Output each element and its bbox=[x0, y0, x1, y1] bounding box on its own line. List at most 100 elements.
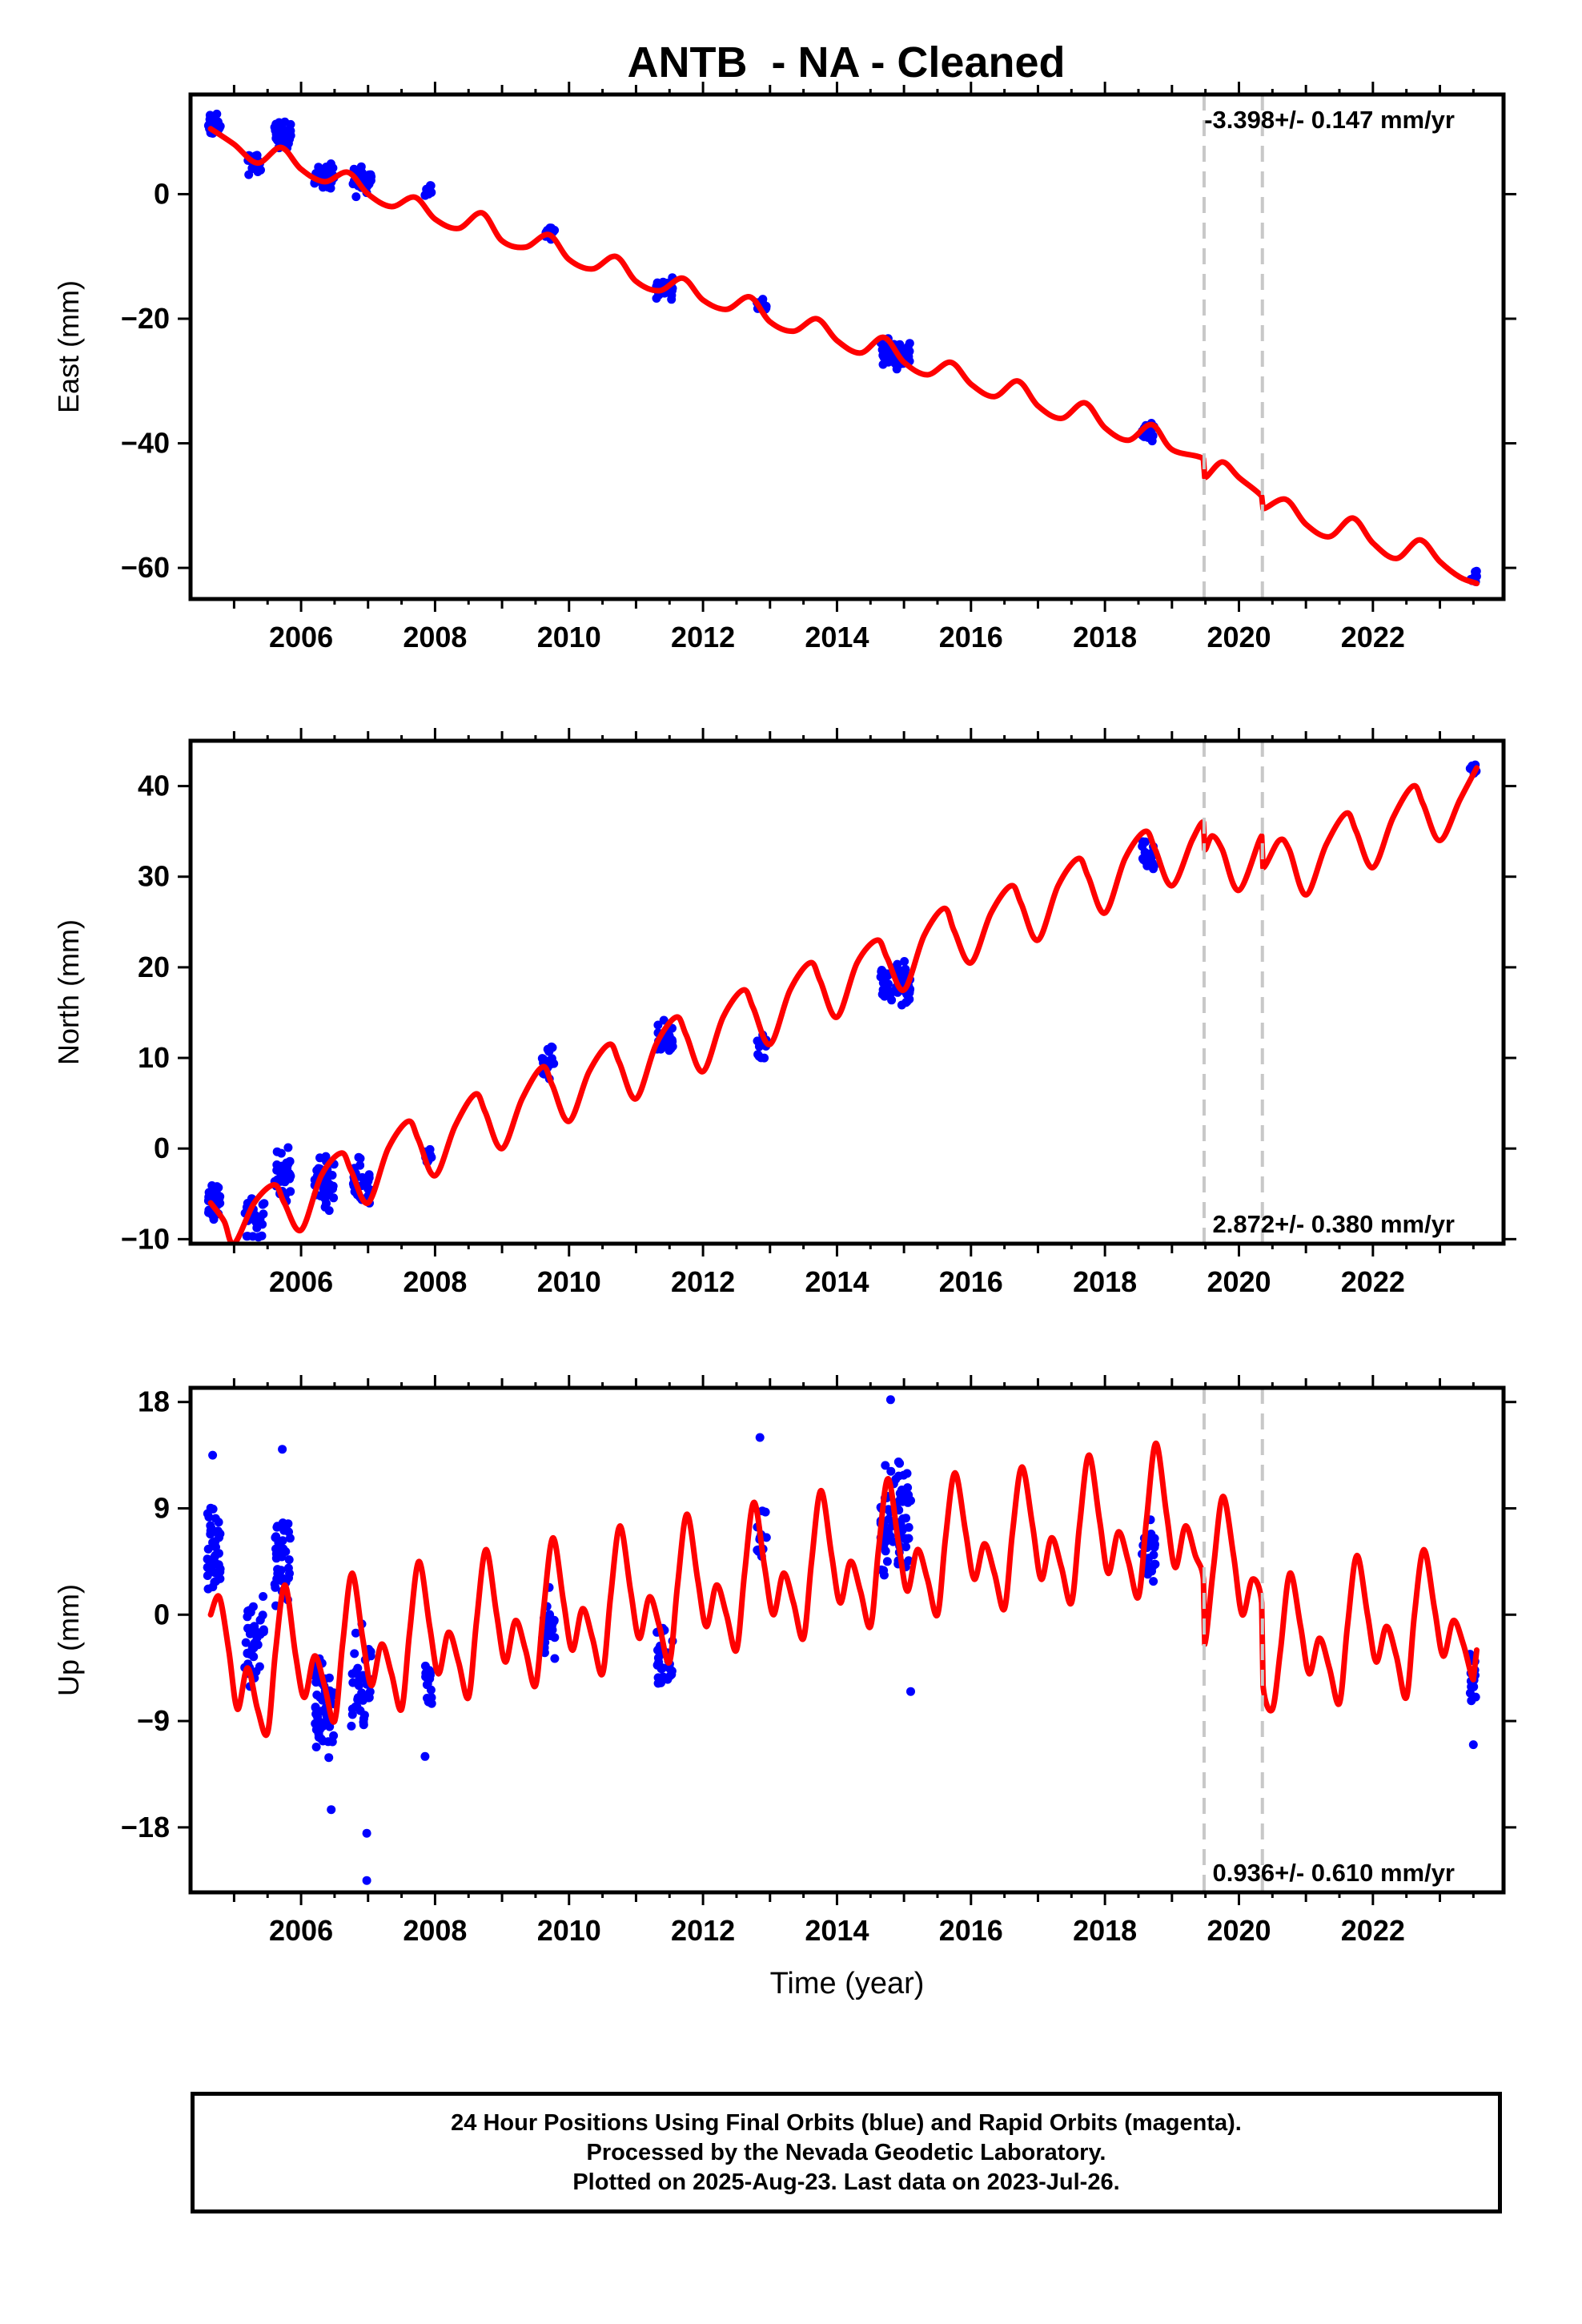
y-tick-label: 9 bbox=[154, 1491, 170, 1524]
x-ticks-east bbox=[232, 82, 1475, 612]
plot-area-north bbox=[203, 760, 1481, 1244]
x-tick-label: 2018 bbox=[1073, 1265, 1137, 1298]
x-tick-label: 2014 bbox=[805, 621, 869, 653]
data-point bbox=[327, 1737, 337, 1747]
data-point bbox=[904, 1522, 913, 1532]
data-point bbox=[209, 1215, 219, 1224]
data-point bbox=[1142, 429, 1152, 438]
data-point bbox=[241, 1638, 251, 1647]
panel-frame bbox=[188, 1385, 1506, 1895]
x-tick-label: 2014 bbox=[805, 1914, 869, 1947]
data-point bbox=[667, 291, 677, 300]
data-point bbox=[892, 364, 901, 374]
panel-frame bbox=[188, 738, 1506, 1246]
data-point bbox=[203, 1571, 212, 1580]
data-point bbox=[906, 1496, 915, 1506]
data-point-outlier bbox=[885, 1395, 895, 1405]
panel-north: 2006 2008 2010 2012 2014 2016 2018 2020 2022−100… bbox=[52, 728, 1516, 1298]
data-point bbox=[351, 1628, 360, 1638]
x-tick-label: 2018 bbox=[1073, 621, 1137, 653]
panel-up: 2006 2008 2010 2012 2014 2016 2018 2020 2022 −18 −… bbox=[52, 1375, 1516, 2000]
data-point bbox=[882, 1557, 892, 1566]
data-point bbox=[901, 998, 911, 1007]
data-point bbox=[355, 1160, 365, 1170]
x-tick-label: 2022 bbox=[1341, 1265, 1405, 1298]
y-tick-label: 30 bbox=[138, 860, 170, 893]
data-point bbox=[891, 1474, 901, 1484]
data-point bbox=[881, 352, 891, 361]
data-point bbox=[211, 1542, 220, 1552]
data-point bbox=[359, 175, 369, 185]
data-point bbox=[203, 1584, 213, 1594]
data-point bbox=[283, 1519, 293, 1529]
panel-east: 2006 2008 2010 2012 2014 2016 2018 2020 2022 −60 −… bbox=[52, 82, 1516, 653]
data-point bbox=[206, 1503, 215, 1513]
data-point bbox=[315, 1725, 325, 1735]
x-tick-label: 2006 bbox=[269, 1914, 333, 1947]
data-point bbox=[896, 1492, 905, 1502]
data-point bbox=[544, 1047, 554, 1056]
data-point bbox=[366, 1651, 375, 1661]
data-point-outlier bbox=[420, 1751, 430, 1761]
rate-label: 0.936+/- 0.610 mm/yr bbox=[1213, 1859, 1455, 1887]
rate-label: 2.872+/- 0.380 mm/yr bbox=[1213, 1210, 1455, 1238]
data-point bbox=[353, 1693, 363, 1703]
data-point bbox=[761, 1533, 771, 1542]
x-tick-label: 2018 bbox=[1073, 1914, 1137, 1947]
data-point bbox=[901, 1542, 911, 1552]
data-point bbox=[271, 134, 281, 143]
data-point bbox=[311, 1743, 321, 1751]
data-points-up bbox=[203, 1395, 1480, 1885]
footer-caption-box: 24 Hour Positions Using Final Orbits (bl… bbox=[191, 2092, 1502, 2213]
data-point bbox=[249, 1652, 259, 1662]
data-point bbox=[756, 1040, 765, 1050]
x-ticks-up bbox=[232, 1375, 1475, 1905]
data-point bbox=[249, 1643, 259, 1653]
data-point bbox=[903, 1483, 913, 1493]
data-point bbox=[900, 957, 909, 966]
data-point bbox=[893, 959, 902, 969]
data-point bbox=[315, 1153, 324, 1163]
y-tick-label: −40 bbox=[121, 427, 170, 460]
data-point bbox=[1138, 842, 1147, 851]
data-point bbox=[272, 1522, 282, 1532]
data-point bbox=[208, 1560, 218, 1570]
data-point bbox=[257, 1231, 267, 1240]
data-point bbox=[761, 1507, 770, 1517]
data-point bbox=[281, 1547, 291, 1556]
panels: 2006 2008 2010 2012 2014 2016 2018 2020 2022−60−… bbox=[52, 82, 1516, 2000]
data-point-outlier bbox=[327, 1805, 336, 1815]
data-point bbox=[244, 170, 254, 179]
data-point bbox=[323, 1182, 333, 1192]
data-point bbox=[207, 117, 216, 127]
data-point bbox=[316, 164, 325, 174]
data-point bbox=[903, 342, 913, 352]
data-point bbox=[1150, 861, 1158, 870]
data-point bbox=[272, 1147, 282, 1156]
y-tick-label: 0 bbox=[154, 1132, 170, 1164]
y-tick-label: 20 bbox=[138, 951, 170, 983]
data-point bbox=[280, 117, 290, 127]
data-point bbox=[215, 1574, 225, 1583]
data-point bbox=[550, 1654, 560, 1663]
data-point-outlier bbox=[208, 1450, 218, 1460]
y-tick-label: −20 bbox=[121, 302, 170, 335]
x-ticks-north bbox=[232, 728, 1475, 1256]
footer-line-orbits: 24 Hour Positions Using Final Orbits (bl… bbox=[451, 2109, 1242, 2136]
data-point bbox=[324, 1190, 334, 1200]
data-point bbox=[278, 1536, 287, 1546]
data-point bbox=[270, 123, 279, 132]
x-axis-label: Time (year) bbox=[770, 1967, 925, 2000]
data-point bbox=[311, 1703, 320, 1712]
y-tick-label: 0 bbox=[154, 1598, 170, 1630]
y-tick-label: −18 bbox=[121, 1811, 170, 1844]
data-point-outlier bbox=[906, 1687, 915, 1696]
rate-label: -3.398+/- 0.147 mm/yr bbox=[1204, 106, 1455, 134]
data-point bbox=[884, 1505, 893, 1514]
data-point bbox=[316, 1734, 326, 1743]
x-tick-label: 2014 bbox=[805, 1265, 869, 1298]
data-point bbox=[364, 1693, 374, 1703]
data-point bbox=[665, 1046, 674, 1055]
data-point bbox=[665, 1663, 674, 1673]
x-tick-label: 2012 bbox=[671, 621, 735, 653]
